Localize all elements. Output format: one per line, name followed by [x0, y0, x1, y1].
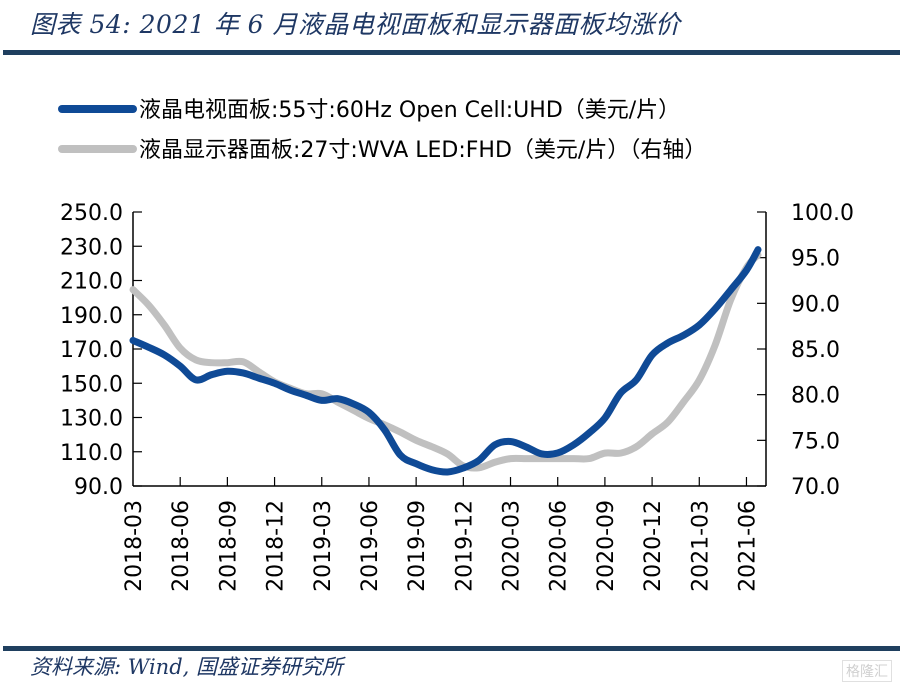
x-tick-label: 2018-12: [264, 500, 289, 592]
right-tick-label: 95.0: [791, 247, 840, 272]
right-tick-label: 85.0: [791, 338, 840, 363]
legend: 液晶电视面板:55寸:60Hz Open Cell:UHD（美元/片） 液晶显示…: [58, 98, 706, 163]
top-divider: [3, 50, 900, 55]
left-tick-label: 90.0: [74, 475, 123, 500]
right-tick-label: 75.0: [791, 429, 840, 454]
left-tick-label: 190.0: [60, 304, 123, 329]
left-tick-label: 210.0: [60, 270, 123, 295]
source-note: 资料来源: Wind, 国盛证券研究所: [30, 655, 343, 679]
x-tick-label: 2018-09: [216, 500, 241, 592]
left-tick-label: 250.0: [60, 201, 123, 226]
left-tick-label: 150.0: [60, 372, 123, 397]
axes: 250.0 230.0 210.0 190.0 170.0 150.0 130.0 110.0…: [60, 201, 854, 592]
x-tick-label: 2021-03: [688, 500, 713, 592]
bottom-divider: [3, 646, 900, 651]
right-tick-label: 90.0: [791, 292, 840, 317]
legend-label-monitor-panel: 液晶显示器面板:27寸:WVA LED:FHD（美元/片）（右轴）: [139, 138, 706, 163]
line-chart: 液晶电视面板:55寸:60Hz Open Cell:UHD（美元/片） 液晶显示…: [58, 98, 854, 592]
x-tick-label: 2019-09: [405, 500, 430, 592]
x-tick-label: 2019-06: [358, 500, 383, 592]
x-tick-label: 2020-06: [547, 500, 572, 592]
x-tick-label: 2018-06: [169, 500, 194, 592]
left-tick-label: 170.0: [60, 338, 123, 363]
right-tick-label: 70.0: [791, 475, 840, 500]
series-line-monitor-panel: [129, 251, 762, 472]
x-tick-label: 2021-06: [735, 500, 760, 592]
left-tick-label: 110.0: [60, 441, 123, 466]
x-tick-label: 2020-03: [500, 500, 525, 592]
x-tick-label: 2018-03: [122, 500, 147, 592]
left-tick-label: 130.0: [60, 407, 123, 432]
watermark-logo: 格隆汇: [842, 660, 892, 682]
series-line-tv-panel: [129, 246, 762, 476]
legend-label-tv-panel: 液晶电视面板:55寸:60Hz Open Cell:UHD（美元/片）: [139, 98, 680, 123]
x-tick-label: 2020-09: [594, 500, 619, 592]
right-tick-label: 80.0: [791, 384, 840, 409]
x-tick-label: 2019-12: [452, 500, 477, 592]
chart-title: 图表 54: 2021 年 6 月液晶电视面板和显示器面板均涨价: [30, 10, 681, 39]
x-tick-label: 2019-03: [311, 500, 336, 592]
series-lines: [129, 246, 762, 476]
right-tick-label: 100.0: [791, 201, 854, 226]
x-tick-label: 2020-12: [641, 500, 666, 592]
left-tick-label: 230.0: [60, 235, 123, 260]
